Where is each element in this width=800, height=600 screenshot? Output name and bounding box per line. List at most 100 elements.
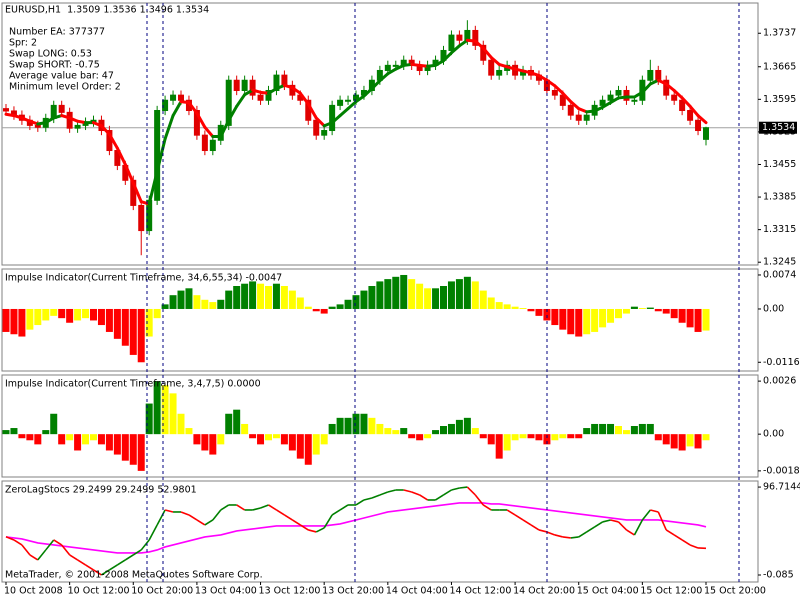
histogram-bar [113,308,121,339]
histogram-bar [575,308,583,337]
ma-segment [609,96,620,105]
fast-segment [681,539,691,546]
histogram-bar [622,308,630,314]
histogram-bar [615,308,622,319]
fast-segment [323,514,333,529]
candle-body [631,99,638,102]
histogram-bar [90,434,97,441]
ma-segment [195,111,207,129]
fast-segment [602,519,611,523]
histogram-bar [567,308,575,335]
fast-segment [466,486,476,496]
histogram-bar [249,434,257,439]
y-tick-label: -0.0018 [763,465,800,476]
histogram-bar [599,423,607,435]
fast-segment [459,486,468,489]
price-label: 1.3534 [762,122,795,133]
histogram-bar [58,308,66,319]
panel-frame [1,268,759,372]
candle-body [488,59,495,76]
y-tick-label: 1.3737 [763,28,796,39]
candle-body [647,69,654,81]
fast-segment [5,536,15,541]
fast-segment [650,509,659,513]
fast-segment [387,489,396,493]
histogram-bar [376,281,384,309]
ma-segment [457,38,469,48]
ma-segment [362,87,374,98]
y-tick-label: 0.0026 [763,376,796,387]
histogram-bar [169,295,177,309]
candle-body [567,104,574,116]
histogram-bar [662,434,670,445]
fast-segment [315,527,325,533]
histogram-bar [622,430,630,435]
fast-segment [633,519,644,536]
panel-frame [1,480,759,583]
histogram-bar [400,274,408,309]
y-tick-label: 1.3245 [763,257,796,268]
histogram-bar [201,434,209,451]
histogram-bar [209,434,217,455]
histogram-bar [654,308,662,312]
fast-segment [419,494,429,501]
histogram-bar [447,423,455,435]
histogram-bar [479,290,487,309]
histogram-bar [10,428,18,435]
histogram-bar [447,281,455,309]
fast-segment [21,544,31,556]
histogram-bar [408,434,416,439]
price-label-box [759,121,797,134]
histogram-bar [42,308,50,321]
ma-segment [267,87,278,95]
histogram-bar [495,434,503,459]
copyright: MetaTrader, © 2001-2008 MetaQuotes Softw… [5,570,263,581]
histogram-bar [511,434,519,441]
candle-body [281,74,288,86]
histogram-bar [225,290,233,309]
histogram-bar [575,434,583,439]
fast-segment [252,507,261,511]
histogram-bar [304,434,312,465]
y-tick-label: 1.3455 [763,159,796,170]
candle-body [193,109,200,136]
candle-body [74,124,81,129]
histogram-bar [503,434,511,451]
histogram-bar [50,413,58,435]
candle-body [138,204,145,232]
indicator-title: Impulse Indicator(Current Timeframe, 34,… [5,273,282,284]
fast-segment [331,509,341,516]
histogram-bar [344,299,352,309]
candle-body [679,99,686,111]
histogram-bar [185,288,193,309]
histogram-bar [503,304,511,309]
ma-segment [290,86,302,95]
histogram-bar [432,288,440,309]
histogram-bar [145,403,153,435]
histogram-bar [543,308,551,321]
ma-segment [561,91,573,104]
histogram-bar [336,304,344,309]
histogram-bar [352,413,360,435]
slow-line [5,502,707,554]
ma-segment [672,88,684,100]
fast-segment [578,531,588,538]
candle-body [456,34,463,41]
histogram-bar [352,295,360,309]
histogram-bar [455,419,463,435]
ma-segment [354,94,366,104]
histogram-bar [384,279,392,309]
fast-segment [148,524,158,541]
fast-segment [586,526,596,533]
candle-body [257,94,264,101]
histogram-bar [400,428,408,435]
candle-body [34,124,41,128]
histogram-bar [296,434,304,459]
histogram-bar [392,276,400,309]
histogram-bar [105,434,113,451]
fast-segment [276,509,285,516]
fast-segment [570,536,579,539]
histogram-bar [702,308,710,331]
